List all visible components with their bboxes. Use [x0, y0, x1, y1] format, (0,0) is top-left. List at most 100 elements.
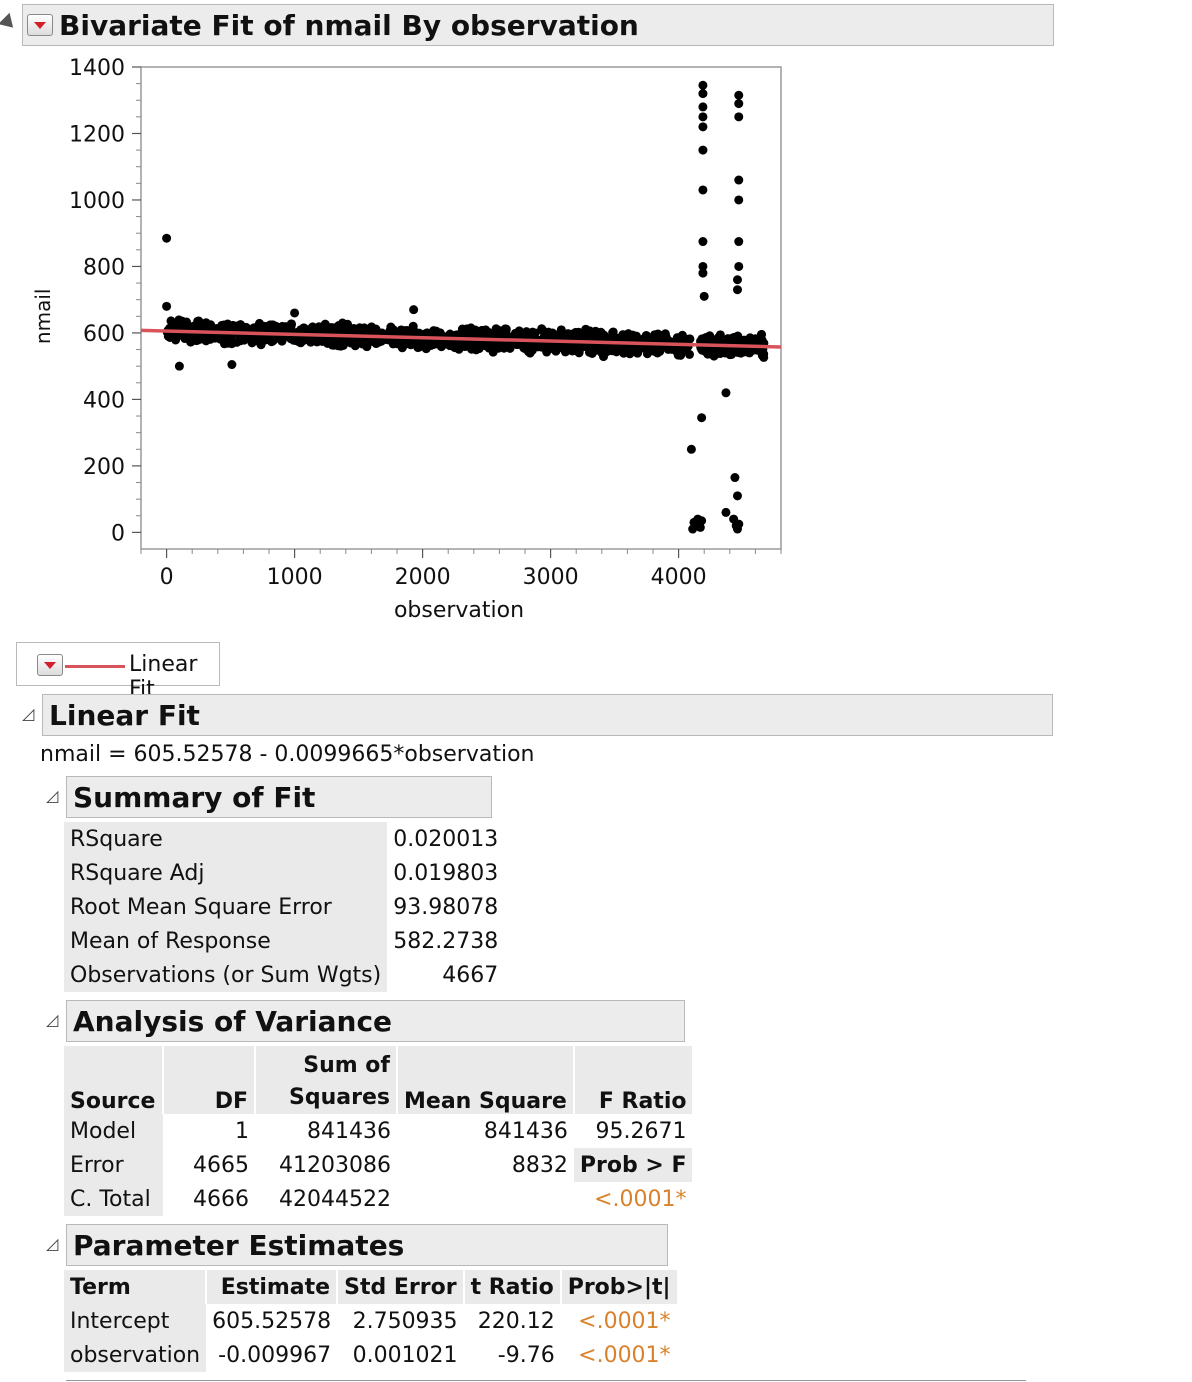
- anova-source: C. Total: [64, 1182, 163, 1216]
- plot-frame: [140, 66, 782, 550]
- params-col-stderr: Std Error: [337, 1270, 465, 1304]
- data-point: [732, 275, 742, 285]
- y-tick-label: 1000: [69, 189, 125, 214]
- report-menu-button[interactable]: [27, 14, 53, 36]
- data-point: [733, 336, 743, 346]
- data-point: [715, 330, 725, 340]
- data-point: [698, 102, 708, 112]
- params-disclosure-icon[interactable]: ◿: [46, 1234, 59, 1253]
- summary-title: Summary of Fit: [73, 781, 316, 814]
- data-point: [429, 326, 439, 336]
- summary-value: 0.019803: [393, 860, 499, 886]
- anova-ms: 8832: [511, 1152, 568, 1178]
- params-col-estimate: Estimate: [206, 1270, 339, 1304]
- data-point: [732, 285, 742, 295]
- report-header: Bivariate Fit of nmail By observation: [22, 4, 1054, 46]
- x-tick-label: 3000: [523, 565, 579, 590]
- data-point: [574, 346, 584, 356]
- data-point: [242, 324, 252, 334]
- data-point: [286, 321, 296, 331]
- summary-label: Observations (or Sum Wgts): [64, 958, 388, 992]
- data-point: [698, 80, 708, 90]
- summary-label: RSquare: [64, 822, 388, 856]
- data-point: [318, 336, 328, 346]
- y-tick-label: 600: [83, 322, 125, 347]
- bottom-divider: [66, 1380, 1026, 1381]
- params-title: Parameter Estimates: [73, 1229, 405, 1262]
- table-row: observation -0.009967 0.001021 -9.76 <.0…: [64, 1338, 677, 1372]
- data-point: [608, 328, 618, 338]
- data-point: [493, 343, 503, 353]
- data-point: [174, 361, 184, 371]
- anova-col-f: F Ratio: [573, 1046, 693, 1114]
- data-point: [651, 344, 661, 354]
- data-point: [227, 360, 237, 370]
- anova-col-ss-top: Sum of: [303, 1053, 390, 1078]
- data-point: [470, 329, 480, 339]
- data-point: [698, 268, 708, 278]
- data-point: [695, 522, 705, 532]
- data-point: [635, 343, 645, 353]
- y-tick-label: 1400: [69, 56, 125, 81]
- data-point: [697, 413, 707, 423]
- params-t: 220.12: [477, 1308, 555, 1334]
- params-t: -9.76: [497, 1342, 555, 1368]
- anova-source: Error: [64, 1148, 163, 1182]
- data-point: [171, 335, 181, 345]
- summary-label: Root Mean Square Error: [64, 890, 388, 924]
- anova-title: Analysis of Variance: [73, 1005, 393, 1038]
- data-point: [338, 323, 348, 333]
- anova-df: 1: [235, 1118, 249, 1144]
- params-table: Term Estimate Std Error t Ratio Prob>|t|…: [64, 1270, 677, 1372]
- data-point: [730, 473, 740, 483]
- data-point: [290, 308, 300, 318]
- y-tick-label: 1200: [69, 122, 125, 147]
- data-point: [539, 342, 549, 352]
- table-row: Model 1 841436 841436 95.2671: [64, 1114, 692, 1148]
- data-point: [712, 345, 722, 355]
- data-point: [339, 336, 349, 346]
- legend-box: Linear Fit: [16, 642, 220, 702]
- legend-line-icon: [65, 665, 125, 668]
- legend-menu-button[interactable]: [37, 654, 63, 676]
- anova-col-source: Source: [64, 1046, 164, 1114]
- data-point: [721, 507, 731, 517]
- anova-col-ms: Mean Square: [397, 1046, 575, 1114]
- data-point: [311, 323, 321, 333]
- data-point: [256, 340, 266, 350]
- data-point: [586, 329, 596, 339]
- table-row: Root Mean Square Error 93.98078: [64, 890, 504, 924]
- data-point: [743, 347, 753, 357]
- linear-fit-disclosure-icon[interactable]: ◿: [22, 704, 35, 723]
- data-point: [734, 237, 744, 247]
- y-tick-label: 400: [83, 388, 125, 413]
- summary-label: RSquare Adj: [64, 856, 388, 890]
- data-point: [162, 301, 172, 311]
- anova-ss: 41203086: [279, 1152, 391, 1178]
- table-row: Error 4665 41203086 8832 Prob > F: [64, 1148, 693, 1182]
- data-point: [162, 233, 172, 243]
- data-point: [685, 349, 695, 359]
- data-point: [759, 352, 769, 362]
- anova-prob-value: <.0001*: [594, 1186, 687, 1212]
- params-term: observation: [64, 1338, 207, 1372]
- anova-col-ss: Sum of Squares: [255, 1046, 398, 1114]
- data-point: [544, 327, 554, 337]
- table-row: Mean of Response 582.2738: [64, 924, 504, 958]
- data-point: [457, 339, 467, 349]
- data-point: [409, 305, 419, 315]
- y-tick-label: 200: [83, 455, 125, 480]
- data-point: [445, 341, 455, 351]
- data-point: [227, 339, 237, 349]
- params-col-prob: Prob>|t|: [560, 1270, 677, 1304]
- summary-disclosure-icon[interactable]: ◿: [46, 786, 59, 805]
- summary-table: RSquare 0.020013 RSquare Adj 0.019803 Root M…: [64, 822, 504, 992]
- summary-label: Mean of Response: [64, 924, 388, 958]
- data-point: [188, 322, 198, 332]
- data-point: [734, 90, 744, 100]
- x-tick-label: 0: [160, 565, 174, 590]
- data-point: [734, 261, 744, 271]
- anova-table: Source DF Sum of Squares Mean Square F R…: [64, 1046, 693, 1216]
- anova-disclosure-icon[interactable]: ◿: [46, 1010, 59, 1029]
- params-prob: <.0001*: [578, 1342, 671, 1368]
